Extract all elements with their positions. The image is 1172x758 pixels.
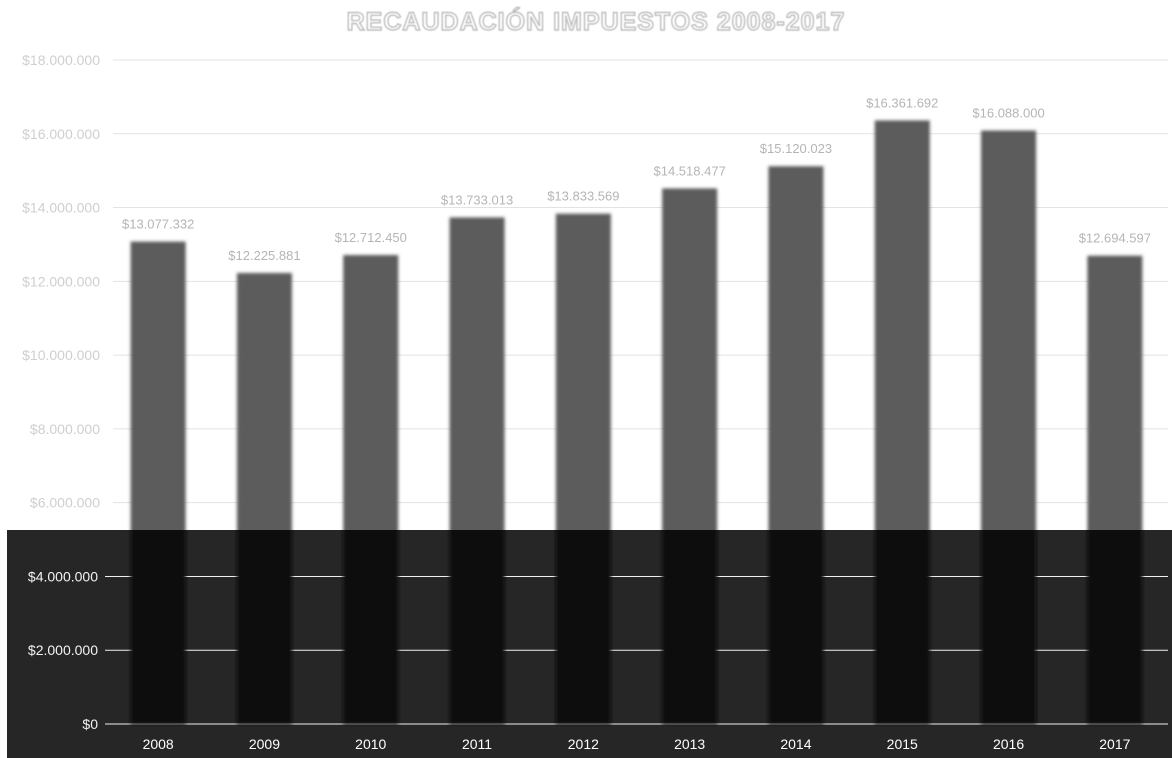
bar [130, 241, 186, 530]
x-axis-ticks: 2008 2009 2010 2011 2012 2013 2014 2015 2016 2017 [143, 736, 1131, 752]
data-labels: $13.077.332 $12.225.881 $12.712.450 $13.733… [122, 95, 1151, 263]
bar [449, 530, 505, 724]
bar [236, 273, 292, 530]
y-tick-label: $18.000.000 [22, 52, 100, 68]
y-tick-label: $14.000.000 [22, 200, 100, 216]
data-label: $13.733.013 [441, 192, 513, 207]
data-label: $12.694.597 [1079, 231, 1151, 246]
y-tick-label: $16.000.000 [22, 126, 100, 142]
bar [343, 530, 399, 724]
y-tick-label: $8.000.000 [30, 421, 100, 437]
x-tick-label: 2017 [1099, 736, 1130, 752]
x-tick-label: 2009 [249, 736, 280, 752]
bar [662, 530, 718, 725]
x-tick-label: 2010 [355, 736, 386, 752]
x-tick-label: 2014 [780, 736, 811, 752]
x-tick-label: 2013 [674, 736, 705, 752]
bar [874, 120, 930, 530]
bar [1087, 530, 1143, 724]
y-tick-label: $2.000.000 [28, 642, 98, 658]
y-tick-label: $0 [82, 716, 98, 732]
bar [343, 255, 399, 530]
data-label: $16.361.692 [866, 95, 938, 110]
y-axis-ticks: $0 $2.000.000 $4.000.000 $6.000.000 $8.000.0… [22, 52, 100, 732]
data-label: $14.518.477 [654, 163, 726, 178]
y-tick-label: $4.000.000 [28, 568, 98, 584]
data-label: $13.077.332 [122, 217, 194, 232]
bar [1087, 255, 1143, 530]
data-label: $13.833.569 [547, 189, 619, 204]
bar [449, 217, 505, 530]
bars-lower [130, 530, 1143, 725]
bar [874, 530, 930, 724]
bar [130, 530, 186, 725]
bars-upper [130, 120, 1143, 530]
bar [981, 530, 1037, 724]
data-label: $12.712.450 [335, 230, 407, 245]
data-label: $15.120.023 [760, 141, 832, 156]
bar [555, 213, 611, 530]
bar [555, 530, 611, 724]
x-tick-label: 2012 [568, 736, 599, 752]
bar [768, 166, 824, 530]
x-tick-label: 2008 [143, 736, 174, 752]
data-label: $16.088.000 [972, 106, 1044, 121]
x-tick-label: 2016 [993, 736, 1024, 752]
y-tick-label: $6.000.000 [30, 495, 100, 511]
y-tick-label: $12.000.000 [22, 273, 100, 289]
bar [236, 530, 292, 724]
x-tick-label: 2015 [887, 736, 918, 752]
bar [768, 530, 824, 725]
data-label: $12.225.881 [228, 248, 300, 263]
bar [662, 188, 718, 530]
bar [981, 130, 1037, 530]
chart-title: RECAUDACIÓN IMPUESTOS 2008-2017 [347, 6, 846, 36]
x-tick-label: 2011 [462, 736, 492, 752]
y-tick-label: $10.000.000 [22, 347, 100, 363]
